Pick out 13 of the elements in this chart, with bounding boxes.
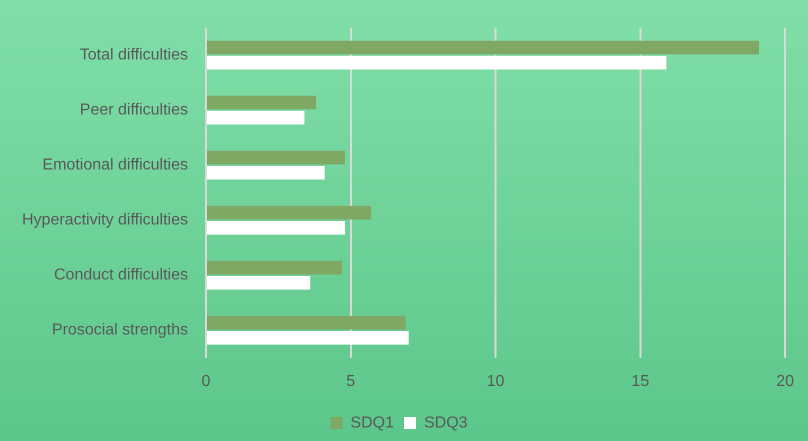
legend-label: SDQ1	[350, 414, 394, 432]
x-tick-label: 0	[202, 372, 211, 390]
x-tick-label: 10	[486, 372, 505, 390]
x-tick-label: 15	[631, 372, 650, 390]
y-tick-label: Emotional difficulties	[42, 156, 188, 174]
legend-label: SDQ3	[424, 414, 468, 432]
y-tick-label: Total difficulties	[80, 46, 188, 64]
y-tick-label: Hyperactivity difficulties	[22, 212, 188, 229]
y-tick-label: Conduct difficulties	[54, 266, 188, 284]
x-tick-label: 20	[776, 372, 794, 390]
y-tick-label: Peer difficulties	[80, 102, 188, 119]
y-tick-label: Prosocial strengths	[52, 322, 188, 339]
x-tick-label: 5	[346, 372, 356, 390]
